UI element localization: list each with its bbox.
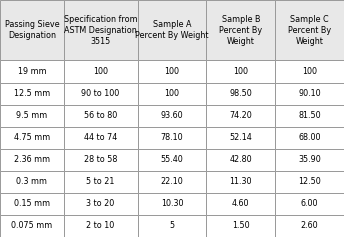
- Text: 12.5 mm: 12.5 mm: [14, 89, 50, 98]
- Text: 19 mm: 19 mm: [18, 67, 46, 76]
- Text: Sample A
Percent By Weight: Sample A Percent By Weight: [135, 20, 209, 40]
- Text: 1.50: 1.50: [232, 221, 250, 230]
- Text: 9.5 mm: 9.5 mm: [16, 111, 47, 120]
- Bar: [138, 149, 206, 171]
- Text: 56 to 80: 56 to 80: [84, 111, 117, 120]
- Text: Sample C
Percent By
Weight: Sample C Percent By Weight: [288, 15, 331, 46]
- Bar: [275, 82, 344, 105]
- Bar: [138, 171, 206, 193]
- Bar: [206, 0, 275, 60]
- Bar: [138, 0, 206, 60]
- Bar: [0, 105, 64, 127]
- Text: 100: 100: [93, 67, 108, 76]
- Bar: [0, 171, 64, 193]
- Text: 2 to 10: 2 to 10: [86, 221, 115, 230]
- Bar: [0, 193, 64, 215]
- Bar: [64, 82, 138, 105]
- Text: 2.36 mm: 2.36 mm: [14, 155, 50, 164]
- Bar: [206, 60, 275, 82]
- Bar: [138, 127, 206, 149]
- Bar: [64, 171, 138, 193]
- Bar: [206, 171, 275, 193]
- Bar: [275, 60, 344, 82]
- Bar: [275, 215, 344, 237]
- Text: 100: 100: [233, 67, 248, 76]
- Bar: [64, 60, 138, 82]
- Text: 6.00: 6.00: [301, 199, 318, 208]
- Text: 0.3 mm: 0.3 mm: [16, 177, 47, 186]
- Bar: [206, 127, 275, 149]
- Bar: [206, 105, 275, 127]
- Bar: [275, 149, 344, 171]
- Text: 0.075 mm: 0.075 mm: [11, 221, 52, 230]
- Bar: [64, 193, 138, 215]
- Text: 4.60: 4.60: [232, 199, 249, 208]
- Bar: [64, 127, 138, 149]
- Text: 5: 5: [170, 221, 174, 230]
- Bar: [138, 105, 206, 127]
- Text: 90 to 100: 90 to 100: [82, 89, 120, 98]
- Text: 12.50: 12.50: [298, 177, 321, 186]
- Bar: [138, 193, 206, 215]
- Text: 100: 100: [302, 67, 317, 76]
- Bar: [275, 105, 344, 127]
- Text: 90.10: 90.10: [298, 89, 321, 98]
- Text: Specification from
ASTM Designation
3515: Specification from ASTM Designation 3515: [64, 15, 138, 46]
- Bar: [64, 149, 138, 171]
- Text: 42.80: 42.80: [229, 155, 252, 164]
- Text: 81.50: 81.50: [298, 111, 321, 120]
- Text: 35.90: 35.90: [298, 155, 321, 164]
- Text: 68.00: 68.00: [298, 133, 321, 142]
- Bar: [138, 60, 206, 82]
- Bar: [64, 105, 138, 127]
- Bar: [64, 215, 138, 237]
- Bar: [64, 0, 138, 60]
- Bar: [206, 82, 275, 105]
- Bar: [275, 127, 344, 149]
- Bar: [0, 60, 64, 82]
- Text: Sample B
Percent By
Weight: Sample B Percent By Weight: [219, 15, 262, 46]
- Text: 22.10: 22.10: [161, 177, 183, 186]
- Text: 10.30: 10.30: [161, 199, 183, 208]
- Bar: [0, 127, 64, 149]
- Text: 55.40: 55.40: [161, 155, 183, 164]
- Bar: [0, 0, 64, 60]
- Text: 5 to 21: 5 to 21: [86, 177, 115, 186]
- Text: 2.60: 2.60: [301, 221, 319, 230]
- Text: 0.15 mm: 0.15 mm: [14, 199, 50, 208]
- Text: 44 to 74: 44 to 74: [84, 133, 117, 142]
- Bar: [138, 215, 206, 237]
- Text: 93.60: 93.60: [161, 111, 183, 120]
- Bar: [206, 215, 275, 237]
- Text: 78.10: 78.10: [161, 133, 183, 142]
- Bar: [275, 193, 344, 215]
- Bar: [138, 82, 206, 105]
- Text: 74.20: 74.20: [229, 111, 252, 120]
- Text: 100: 100: [164, 89, 180, 98]
- Text: 52.14: 52.14: [229, 133, 252, 142]
- Bar: [206, 193, 275, 215]
- Text: 98.50: 98.50: [229, 89, 252, 98]
- Text: 11.30: 11.30: [229, 177, 252, 186]
- Text: 4.75 mm: 4.75 mm: [14, 133, 50, 142]
- Text: 28 to 58: 28 to 58: [84, 155, 117, 164]
- Text: 100: 100: [164, 67, 180, 76]
- Text: Passing Sieve
Designation: Passing Sieve Designation: [4, 20, 59, 40]
- Bar: [0, 82, 64, 105]
- Text: 3 to 20: 3 to 20: [86, 199, 115, 208]
- Bar: [206, 149, 275, 171]
- Bar: [275, 171, 344, 193]
- Bar: [0, 149, 64, 171]
- Bar: [0, 215, 64, 237]
- Bar: [275, 0, 344, 60]
